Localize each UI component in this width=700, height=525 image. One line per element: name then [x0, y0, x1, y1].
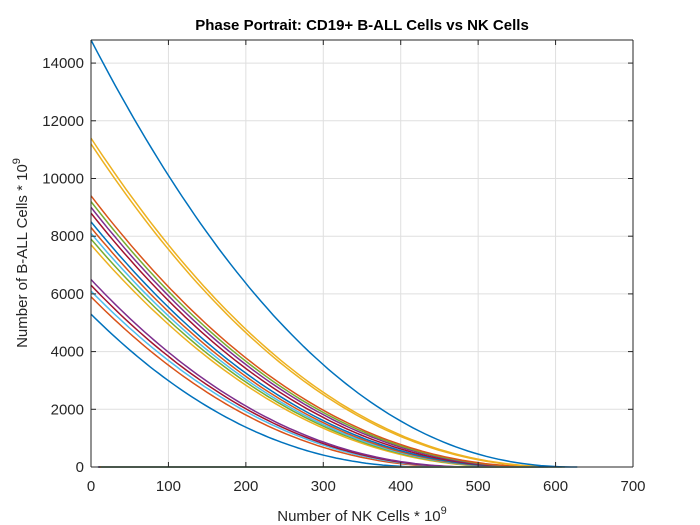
y-axis-label: Number of B-ALL Cells * 109	[11, 158, 31, 348]
series-line	[90, 137, 565, 468]
series-group	[90, 39, 578, 468]
y-tick-label: 12000	[42, 113, 84, 130]
x-tick-label: 0	[87, 478, 95, 495]
y-tick-label: 6000	[51, 286, 84, 303]
tick-labels: 0 100 200 300 400 500 600 700 0 2000 4000 6000 8000 1…	[42, 55, 645, 495]
y-tick-label: 14000	[42, 55, 84, 72]
y-tick-label: 10000	[42, 170, 84, 187]
x-tick-label: 500	[466, 478, 491, 495]
y-tick-label: 4000	[51, 344, 84, 361]
series-line	[90, 221, 529, 468]
chart-title: Phase Portrait: CD19+ B-ALL Cells vs NK …	[195, 17, 529, 34]
axes	[90, 39, 634, 468]
series-line	[90, 39, 578, 468]
x-tick-label: 200	[233, 478, 258, 495]
x-tick-label: 100	[156, 478, 181, 495]
x-tick-label: 300	[311, 478, 336, 495]
series-line	[90, 278, 479, 468]
y-tick-label: 0	[76, 459, 84, 476]
series-line	[90, 296, 463, 468]
series-line	[90, 313, 430, 468]
x-axis-label-text: Number of NK Cells * 10	[277, 508, 440, 525]
x-axis-label: Number of NK Cells * 109	[277, 505, 447, 525]
x-tick-label: 600	[543, 478, 568, 495]
series-line	[90, 212, 534, 468]
series-line	[90, 195, 548, 468]
y-axis-label-text: Number of B-ALL Cells * 10	[14, 164, 31, 348]
y-tick-label: 8000	[51, 228, 84, 245]
x-tick-label: 400	[388, 478, 413, 495]
x-tick-label: 700	[620, 478, 645, 495]
y-tick-label: 2000	[51, 401, 84, 418]
y-axis-label-exponent: 9	[11, 158, 23, 164]
x-axis-label-exponent: 9	[441, 505, 447, 517]
